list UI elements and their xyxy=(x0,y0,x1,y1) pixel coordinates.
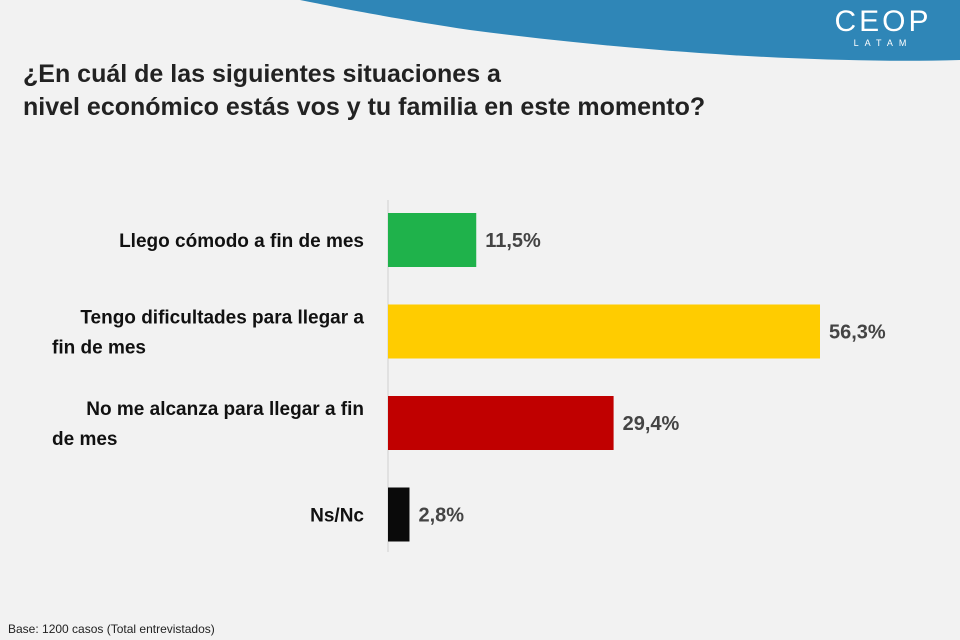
base-note: Base: 1200 casos (Total entrevistados) xyxy=(8,622,215,636)
header-banner xyxy=(300,0,960,61)
question-line-2: nivel económico estás vos y tu familia e… xyxy=(23,93,706,121)
category-label-2-line-2: fin de mes xyxy=(52,338,146,359)
banner-wave xyxy=(300,0,960,61)
category-label-1-line-1: Llego cómodo a fin de mes xyxy=(119,231,364,252)
value-label-4: 2,8% xyxy=(418,505,464,527)
question-title: ¿En cuál de las siguientes situaciones a… xyxy=(23,58,783,124)
bar-4 xyxy=(388,487,410,542)
logo-brand: CEOP xyxy=(834,5,932,38)
category-label-2-line-1: Tengo dificultades para llegar a xyxy=(80,308,364,329)
bar-chart: 11,5% Llego cómodo a fin de mes 56,3% Tengo… xyxy=(52,200,886,552)
category-label-3-line-1: No me alcanza para llegar a fin xyxy=(86,399,364,420)
bar-group: 11,5% Llego cómodo a fin de mes 56,3% Tengo… xyxy=(52,213,886,542)
value-label-2: 56,3% xyxy=(829,322,886,344)
category-label-4-line-1: Ns/Nc xyxy=(310,506,364,527)
category-label-3-line-2: de mes xyxy=(52,429,117,450)
bar-3 xyxy=(388,396,614,450)
value-label-1: 11,5% xyxy=(485,230,541,252)
bar-2 xyxy=(388,304,820,359)
bar-1 xyxy=(388,213,477,267)
value-label-3: 29,4% xyxy=(623,413,680,435)
question-line-1: ¿En cuál de las siguientes situaciones a xyxy=(23,60,501,88)
logo-subtitle: LATAM xyxy=(853,38,913,48)
ceop-logo: CEOP LATAM xyxy=(828,6,938,49)
